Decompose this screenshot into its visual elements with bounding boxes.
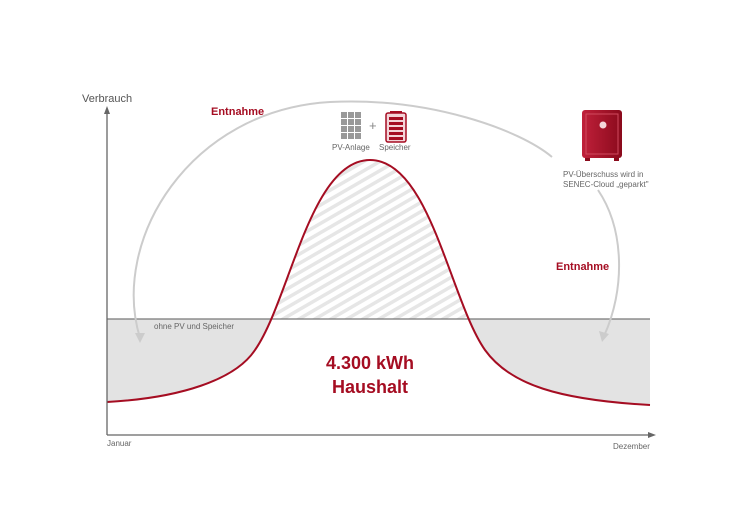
cloud-caption-line1: PV-Überschuss wird in: [563, 170, 644, 179]
safe-icon: [582, 110, 622, 161]
x-axis-start-label: Januar: [107, 439, 132, 448]
baseline-label: ohne PV und Speicher: [154, 322, 235, 331]
grid-consumption-area: [107, 319, 650, 439]
storage-label: Speicher: [379, 143, 411, 152]
x-axis-end-label: Dezember: [613, 442, 650, 451]
solar-panel-icon: [341, 112, 361, 139]
y-axis-arrow: [104, 106, 110, 114]
x-axis-arrow: [648, 432, 656, 438]
plus-sign: +: [369, 118, 377, 133]
consumption-label: Haushalt: [331, 377, 409, 397]
consumption-value: 4.300 kWh: [325, 353, 415, 373]
cloud-caption-line2: SENEC-Cloud „geparkt": [563, 180, 649, 189]
pv-surplus-area: [107, 160, 650, 319]
withdrawal-arc-left: [132, 100, 553, 339]
consumption-curve: [106, 158, 651, 406]
withdrawal-arc-right: [597, 189, 621, 337]
withdrawal-label-top: Entnahme: [211, 106, 265, 118]
y-axis-label: Verbrauch: [82, 93, 133, 105]
center-annotation: 4.300 kWh Haushalt: [290, 351, 450, 399]
withdrawal-label-right: Entnahme: [556, 261, 610, 273]
cloud-caption: PV-Überschuss wird in SENEC-Cloud „gepar…: [563, 170, 649, 190]
arrow-head-icon: [599, 331, 609, 342]
pv-label: PV-Anlage: [332, 143, 370, 152]
battery-icon: [385, 111, 407, 143]
arrow-head-icon: [135, 333, 145, 343]
